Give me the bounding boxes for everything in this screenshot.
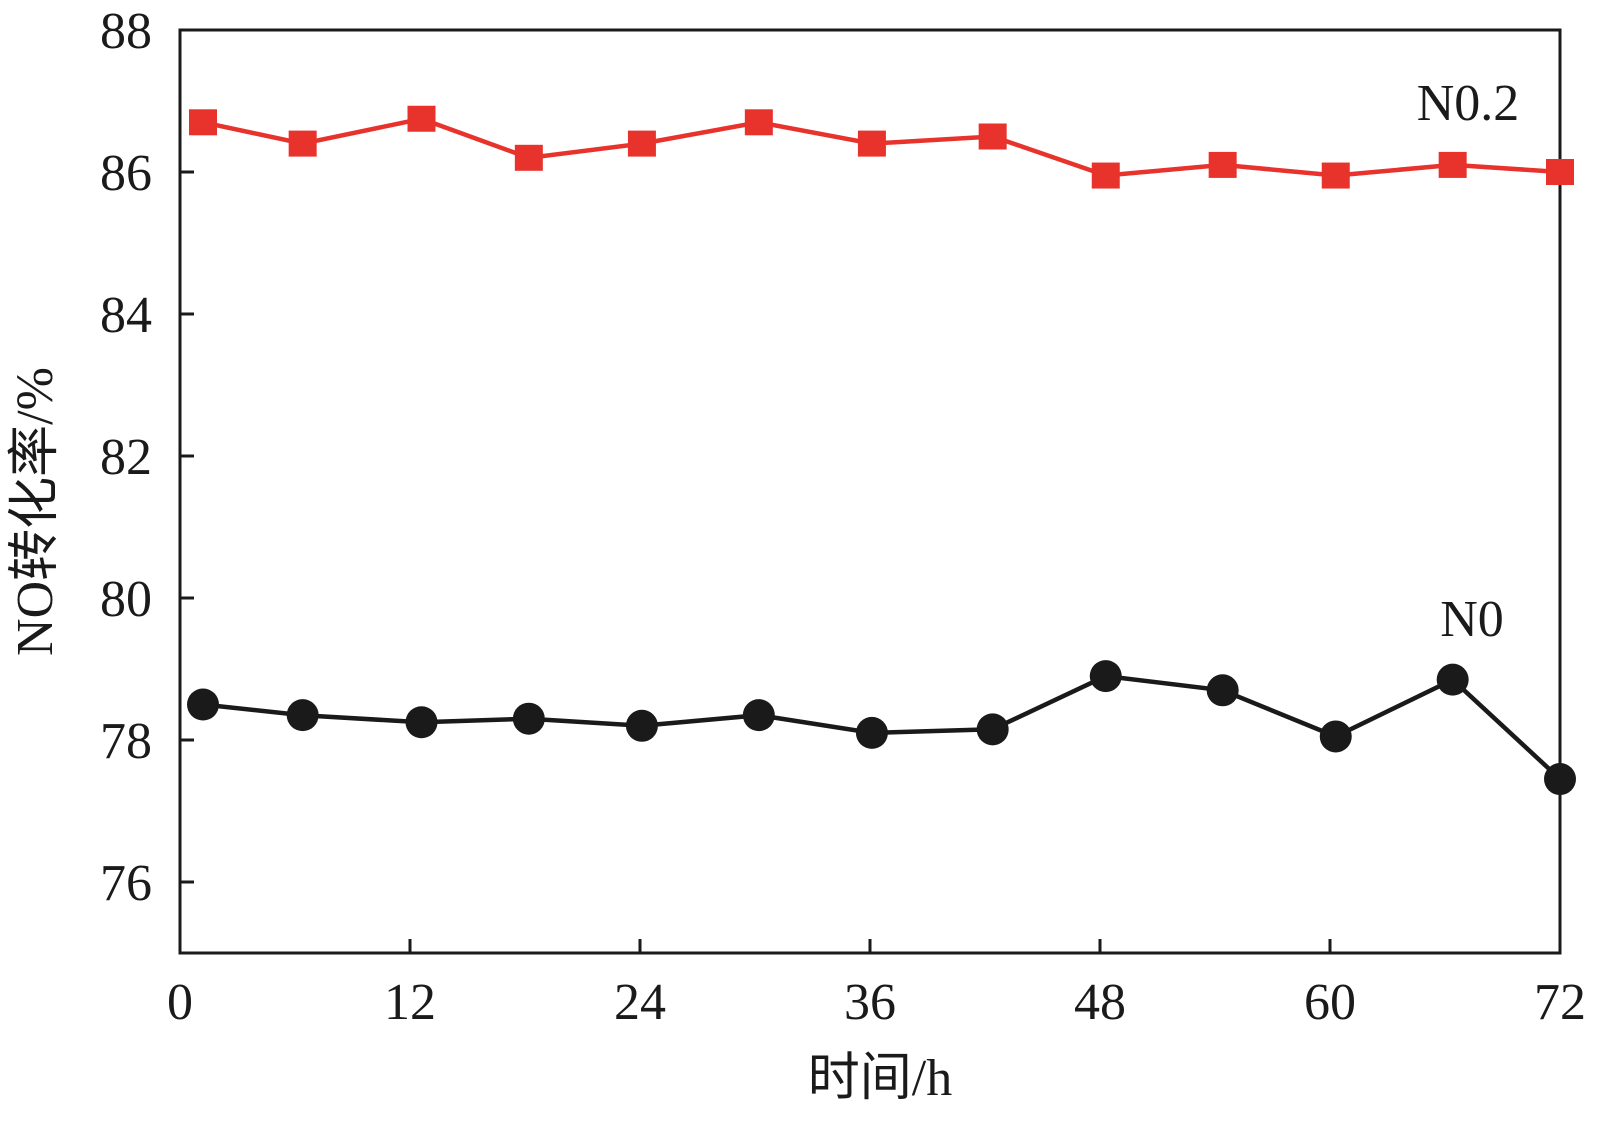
series-n0: [187, 660, 1576, 796]
data-point: [1436, 663, 1469, 696]
data-point: [1438, 151, 1467, 178]
data-point: [742, 699, 775, 732]
x-tick-label: 12: [384, 974, 436, 1031]
series-label-n0-2: N0.2: [1417, 75, 1520, 132]
data-point: [1546, 159, 1574, 185]
data-point: [512, 702, 545, 735]
data-point: [627, 130, 656, 157]
plot-frame: [178, 28, 1562, 955]
data-point: [286, 699, 319, 732]
data-point: [1321, 162, 1350, 189]
x-tick-label: 48: [1074, 974, 1126, 1031]
data-point: [855, 716, 888, 749]
x-tick-label: 60: [1304, 974, 1356, 1031]
y-tick-label: 86: [100, 145, 152, 202]
data-point: [1544, 763, 1576, 796]
data-point: [1208, 151, 1237, 178]
data-point: [187, 688, 219, 721]
y-tick-label: 76: [100, 855, 152, 912]
y-tick-label: 84: [100, 287, 152, 344]
data-point: [1091, 162, 1120, 189]
y-axis-title: NO转化率/%: [7, 367, 64, 656]
data-point: [514, 144, 543, 171]
data-point: [1206, 674, 1239, 707]
x-tick-label: 36: [844, 974, 896, 1031]
data-point: [1319, 720, 1352, 753]
x-tick-label: 72: [1534, 974, 1586, 1031]
data-point: [857, 130, 886, 157]
data-point: [407, 105, 436, 132]
x-tick-label: 24: [614, 974, 666, 1031]
x-tick-label: 0: [167, 974, 193, 1031]
y-tick-label: 88: [100, 3, 152, 60]
data-point: [1089, 660, 1122, 693]
data-point: [744, 109, 773, 136]
y-tick-label: 78: [100, 713, 152, 770]
data-point: [405, 706, 438, 739]
axis-ticks: 0 12 24 36 48 60 72 76 78 80 82 84 86 88: [100, 3, 1586, 1031]
data-point: [189, 109, 217, 136]
data-point: [625, 709, 658, 742]
series-layer: [187, 105, 1576, 796]
x-axis-title: 时间/h: [808, 1050, 952, 1107]
y-tick-label: 82: [100, 429, 152, 486]
y-tick-label: 80: [100, 571, 152, 628]
data-point: [976, 713, 1009, 746]
data-point: [978, 123, 1007, 150]
series-n0-2: [189, 105, 1574, 189]
data-point: [288, 130, 317, 157]
series-label-n0: N0: [1440, 591, 1504, 648]
